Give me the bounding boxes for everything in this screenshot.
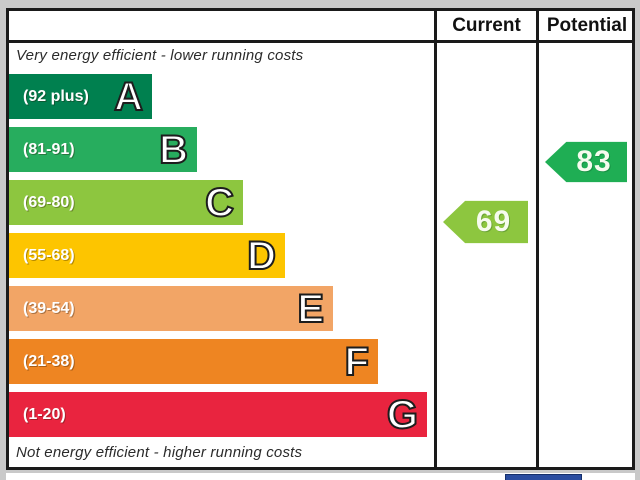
band-d-letter: D <box>246 233 277 278</box>
current-column-header: Current <box>452 15 521 36</box>
band-a-range: (92 plus) <box>23 87 89 105</box>
potential-column-header: Potential <box>546 15 628 36</box>
band-b: (81-91) B <box>9 127 197 172</box>
current-rating-value: 69 <box>475 205 512 238</box>
band-f: (21-38) F <box>9 339 378 384</box>
eu-flag-icon <box>505 474 582 480</box>
band-d-range: (55-68) <box>23 246 75 264</box>
band-f-range: (21-38) <box>23 352 75 370</box>
band-c-letter: C <box>204 180 235 225</box>
band-b-range: (81-91) <box>23 140 75 158</box>
current-column-border <box>434 8 437 470</box>
band-e-letter: E <box>296 286 325 331</box>
band-f-letter: F <box>344 339 370 384</box>
band-c-range: (69-80) <box>23 193 75 211</box>
band-e: (39-54) E <box>9 286 333 331</box>
potential-rating-value: 83 <box>576 145 612 178</box>
band-a-letter: A <box>113 74 144 119</box>
band-g: (1-20) G <box>9 392 427 437</box>
band-b-letter: B <box>158 127 189 172</box>
band-g-letter: G <box>386 392 419 437</box>
bottom-caption: Not energy efficient - higher running co… <box>16 444 303 461</box>
band-g-range: (1-20) <box>23 405 66 423</box>
band-d: (55-68) D <box>9 233 285 278</box>
band-e-range: (39-54) <box>23 299 75 317</box>
band-c: (69-80) C <box>9 180 243 225</box>
header-divider <box>6 40 635 43</box>
bottom-page-strip <box>6 473 635 480</box>
band-a: (92 plus) A <box>9 74 152 119</box>
top-caption: Very energy efficient - lower running co… <box>16 47 304 64</box>
potential-column-border <box>536 8 539 470</box>
